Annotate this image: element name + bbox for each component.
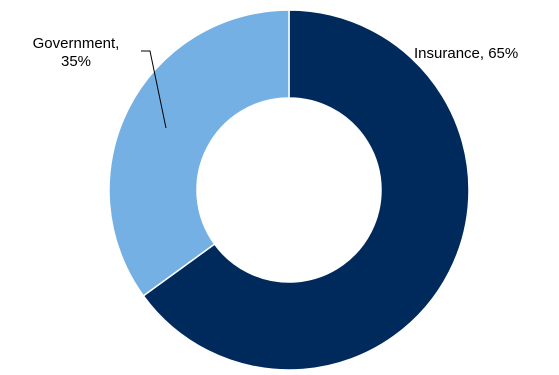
leader-line-government [141,50,167,129]
data-label-government: Government, 35% [33,35,120,70]
leader-lines [141,50,167,129]
data-labels: Insurance, 65% Government, 35% [33,35,519,70]
slice-insurance [142,9,470,371]
data-label-line: 35% [61,53,91,70]
data-label-insurance: Insurance, 65% [414,45,518,62]
slice-government [108,9,290,297]
donut-slices [108,9,470,371]
data-label-line: Insurance, 65% [414,45,518,62]
data-label-line: Government, [33,35,120,52]
